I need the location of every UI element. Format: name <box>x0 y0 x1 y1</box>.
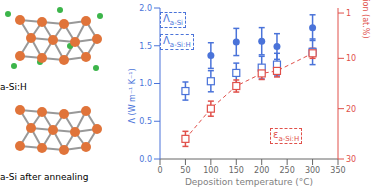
html-text:a-Si:H: a-Si:H <box>0 82 27 92</box>
svg-text:300: 300 <box>305 166 320 175</box>
svg-text:1: 1 <box>346 9 351 18</box>
svg-text:200: 200 <box>254 166 269 175</box>
svg-text:350: 350 <box>330 166 345 175</box>
svg-text:1.5: 1.5 <box>139 42 152 51</box>
svg-text:100: 100 <box>203 166 218 175</box>
html-text:Λa-Si:H: Λa-Si:H <box>163 35 191 49</box>
html-text:Λa-Si: Λa-Si <box>163 13 184 27</box>
svg-text:1.0: 1.0 <box>139 79 152 88</box>
svg-text:20: 20 <box>346 105 356 114</box>
svg-text:2.0: 2.0 <box>139 4 152 13</box>
svg-text:30: 30 <box>346 155 356 164</box>
svg-text:0.5: 0.5 <box>139 117 152 126</box>
svg-text:Deposition temperature (°C): Deposition temperature (°C) <box>185 177 313 187</box>
svg-text:50: 50 <box>180 166 190 175</box>
svg-text:250: 250 <box>280 166 295 175</box>
svg-text:10: 10 <box>346 54 356 63</box>
svg-text:H concentration (at.%): H concentration (at.%) <box>361 0 370 39</box>
html-text:a-Si after annealing: a-Si after annealing <box>0 172 89 182</box>
svg-text:150: 150 <box>229 166 244 175</box>
html-text:εa-Si:H: εa-Si:H <box>273 129 300 143</box>
svg-text:0: 0 <box>157 166 162 175</box>
svg-text:Λ (W m⁻¹ K⁻¹): Λ (W m⁻¹ K⁻¹) <box>128 68 137 123</box>
svg-text:0.0: 0.0 <box>139 155 152 164</box>
